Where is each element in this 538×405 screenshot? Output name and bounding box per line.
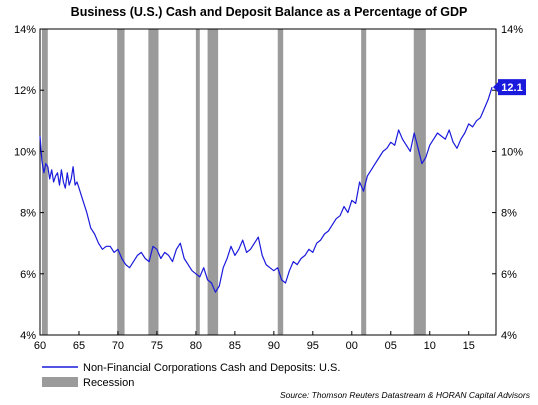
legend-swatch-box xyxy=(42,377,78,387)
recession-band xyxy=(277,29,284,335)
recession-bands xyxy=(41,29,426,335)
plot-area-frame xyxy=(39,28,497,336)
legend-label: Recession xyxy=(83,377,134,389)
x-tick-label: 70 xyxy=(112,340,124,352)
series-line xyxy=(39,86,493,293)
legend: Non-Financial Corporations Cash and Depo… xyxy=(42,362,340,389)
y-tick-label-left: 10% xyxy=(14,146,36,158)
last-value-pointer xyxy=(493,82,498,93)
y-tick-label-left: 12% xyxy=(14,85,36,97)
y-tick-label-right: 8% xyxy=(501,208,517,220)
x-tick-label: 60 xyxy=(34,340,46,352)
x-tick-label: 85 xyxy=(229,340,241,352)
x-tick-label: 15 xyxy=(463,340,475,352)
x-tick-label: 10 xyxy=(424,340,436,352)
y-tick-label-right: 10% xyxy=(501,146,523,158)
y-tick-label-left: 8% xyxy=(20,208,36,220)
x-tick-label: 80 xyxy=(190,340,202,352)
y-tick-label-left: 14% xyxy=(14,24,36,36)
y-tick-label-right: 6% xyxy=(501,269,517,281)
y-tick-label-right: 14% xyxy=(501,24,523,36)
recession-band xyxy=(207,29,219,335)
y-tick-label-right: 4% xyxy=(501,330,517,342)
y-tick-label-left: 6% xyxy=(20,269,36,281)
recession-band xyxy=(41,29,48,335)
x-tick-label: 00 xyxy=(346,340,358,352)
axes: 4%4%6%6%8%8%10%10%12%12%14%14%6065707580… xyxy=(14,24,523,352)
x-tick-label: 75 xyxy=(151,340,163,352)
last-value-label-layer: 12.1 xyxy=(493,79,526,96)
last-value-text: 12.1 xyxy=(501,82,522,94)
recession-band xyxy=(117,29,125,335)
recession-band xyxy=(195,29,200,335)
legend-label: Non-Financial Corporations Cash and Depo… xyxy=(83,362,340,374)
last-value-badge xyxy=(498,79,526,96)
y-tick-label-left: 4% xyxy=(20,330,36,342)
chart-title: Business (U.S.) Cash and Deposit Balance… xyxy=(71,5,468,19)
x-tick-label: 65 xyxy=(73,340,85,352)
recession-band xyxy=(361,29,367,335)
source-note: Source: Thomson Reuters Datastream & HOR… xyxy=(280,390,531,400)
recession-band xyxy=(413,29,426,335)
series-layer xyxy=(39,86,493,293)
x-tick-label: 05 xyxy=(385,340,397,352)
recession-band xyxy=(148,29,159,335)
x-tick-label: 95 xyxy=(307,340,319,352)
x-tick-label: 90 xyxy=(268,340,280,352)
